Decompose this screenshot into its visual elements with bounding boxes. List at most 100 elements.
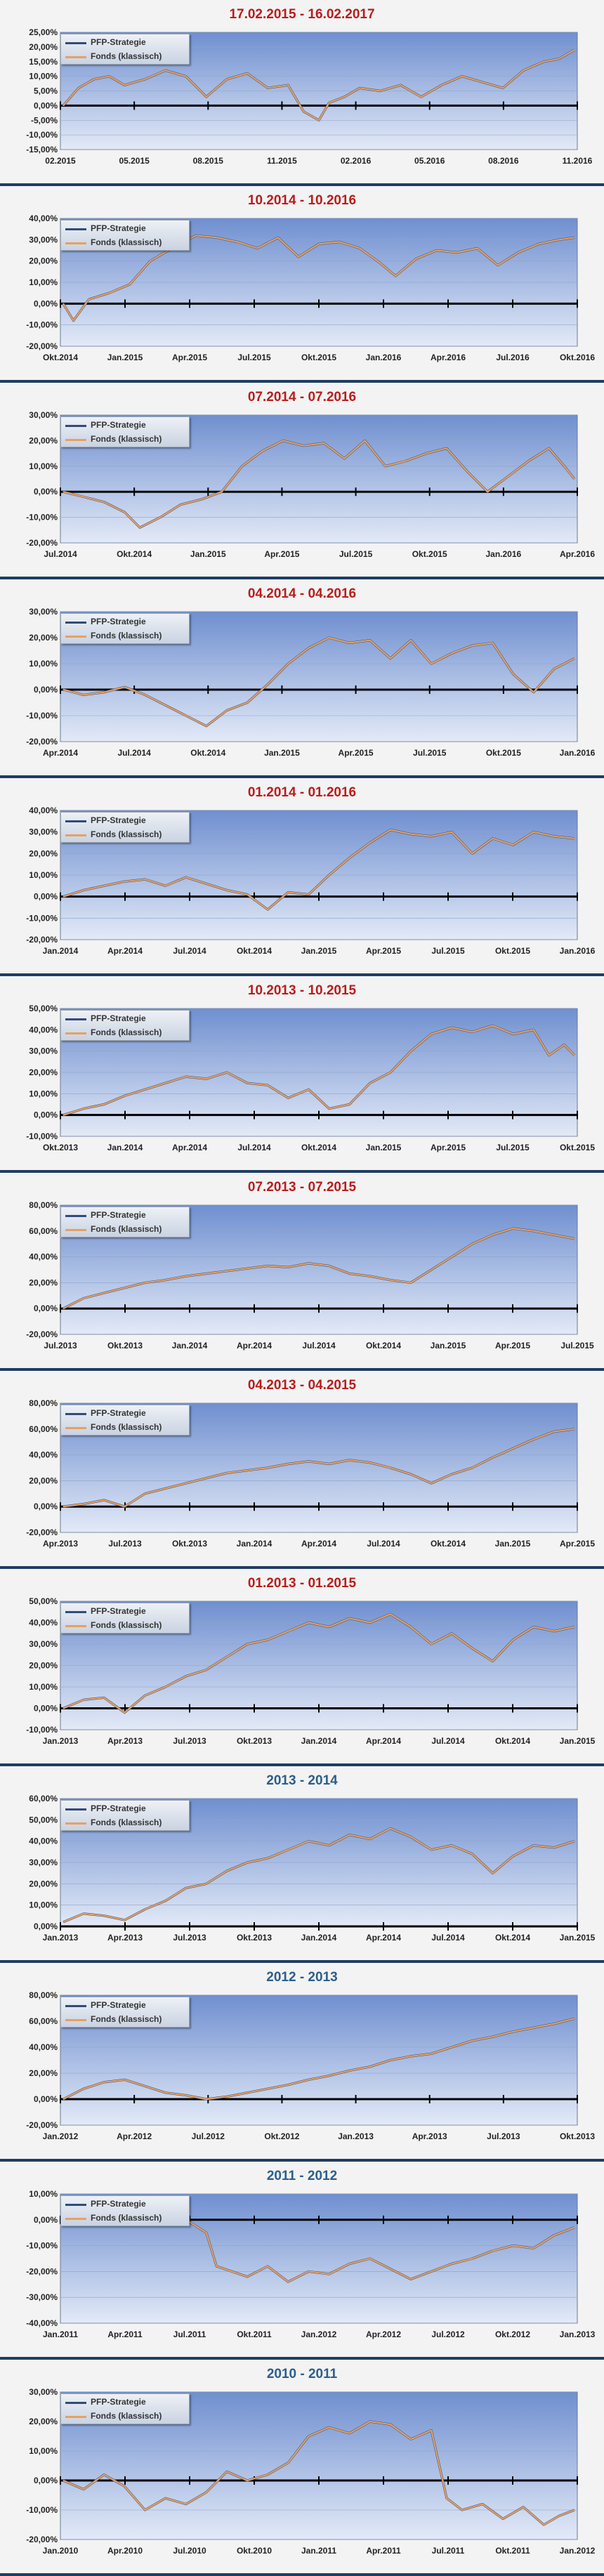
series-line-2 [63, 1428, 575, 1508]
x-tick-label: Okt.2010 [237, 2546, 272, 2556]
data-point [533, 1845, 534, 1846]
data-point [563, 1044, 565, 1046]
data-point [471, 1853, 473, 1855]
y-tick-label: 40,00% [29, 1618, 58, 1628]
y-tick-label: -20,00% [26, 1527, 58, 1537]
data-point [308, 1089, 310, 1090]
x-tick-label: 08.2015 [193, 156, 224, 166]
y-tick-label: 60,00% [29, 2016, 58, 2026]
x-tick-label: Apr.2011 [366, 2546, 401, 2556]
x-tick-label: Apr.2015 [339, 748, 374, 758]
series-line-2 [63, 1227, 575, 1310]
x-tick-label: Jan.2010 [43, 2546, 79, 2556]
data-point [410, 1282, 412, 1283]
x-tick-label: Jul.2013 [487, 2131, 520, 2141]
x-tick-label: Okt.2015 [301, 353, 336, 362]
y-tick-label: -10,00% [26, 320, 58, 330]
data-point [558, 239, 560, 240]
legend-label: Fonds (klassisch) [91, 434, 162, 444]
data-point [124, 2079, 125, 2080]
y-tick-label: 30,00% [29, 1858, 58, 1867]
data-point [124, 1919, 125, 1921]
x-tick-label: Apr.2013 [107, 1933, 143, 1943]
data-point [431, 2271, 432, 2272]
legend-label: PFP-Strategie [91, 1013, 146, 1023]
x-tick-label: Jul.2015 [413, 748, 447, 758]
x-tick-label: Okt.2014 [431, 1539, 466, 1549]
data-point [103, 2474, 105, 2476]
y-tick-label: 50,00% [29, 1596, 58, 1606]
data-point [308, 1622, 310, 1624]
y-tick-label: 0,00% [34, 2476, 58, 2485]
legend: PFP-Strategie Fonds (klassisch) [60, 220, 190, 251]
data-point [308, 894, 310, 895]
data-point [533, 1230, 534, 1232]
x-tick-label: Jan.2011 [301, 2546, 336, 2556]
y-tick-label: 0,00% [34, 1110, 58, 1120]
x-tick-label: Jul.2011 [173, 2329, 206, 2339]
legend-item: PFP-Strategie [61, 814, 189, 827]
legend-swatch [65, 1032, 86, 1034]
legend-swatch [65, 834, 86, 836]
x-tick-label: Jan.2014 [43, 946, 79, 956]
legend-item: PFP-Strategie [61, 2197, 189, 2210]
data-point [574, 838, 575, 839]
series-line-2 [63, 636, 575, 727]
legend-item: PFP-Strategie [61, 222, 189, 235]
chart-panel: 10.2013 - 10.2015 50,00% 40,00% 30,00% 20,00… [0, 976, 604, 1173]
y-tick-label: 10,00% [29, 659, 58, 669]
y-tick-label: 30,00% [29, 410, 58, 420]
x-tick-label: Okt.2011 [495, 2546, 530, 2556]
x-tick-label: Okt.2015 [486, 748, 521, 758]
data-point [369, 2066, 371, 2068]
data-point [287, 891, 289, 893]
y-tick-label: 20,00% [29, 1661, 58, 1671]
data-point [226, 1870, 228, 1872]
x-tick-label: Okt.2011 [237, 2329, 272, 2339]
data-point [185, 76, 187, 77]
data-point [431, 663, 432, 664]
x-tick-label: 05.2016 [414, 156, 445, 166]
data-point [72, 320, 74, 322]
x-tick-label: Apr.2012 [366, 2329, 401, 2339]
x-tick-label: Okt.2015 [495, 946, 530, 956]
x-tick-label: Jan.2015 [107, 353, 143, 362]
chart-title: 04.2013 - 04.2015 [247, 1378, 357, 1393]
data-point [226, 889, 228, 891]
chart-panel: 07.2013 - 07.2015 80,00% 60,00% 40,00% 20,00… [0, 1173, 604, 1371]
x-tick-label: Jul.2010 [173, 2546, 206, 2556]
data-point [165, 1900, 166, 1902]
y-tick-label: 20,00% [29, 633, 58, 643]
legend-item: PFP-Strategie [61, 1012, 189, 1025]
data-point [410, 2278, 412, 2280]
data-point [369, 1275, 371, 1277]
x-tick-label: 05.2015 [119, 156, 150, 166]
x-tick-label: Okt.2015 [560, 1143, 595, 1152]
legend-swatch [65, 1427, 86, 1429]
legend-item: PFP-Strategie [61, 1407, 189, 1419]
y-tick-label: -10,00% [26, 913, 58, 923]
y-tick-label: 80,00% [29, 1398, 58, 1408]
x-tick-label: Apr.2015 [172, 353, 207, 362]
x-tick-label: Okt.2014 [495, 1933, 530, 1943]
legend-swatch [65, 1808, 86, 1811]
x-tick-label: 11.2015 [267, 156, 297, 166]
x-tick-label: Apr.2014 [172, 1143, 207, 1152]
y-tick-label: 0,00% [34, 1921, 58, 1931]
x-tick-label: 11.2016 [563, 156, 593, 166]
data-point [446, 2497, 447, 2499]
data-point [471, 1648, 473, 1649]
chart-title: 04.2014 - 04.2016 [247, 586, 357, 601]
data-point [103, 1103, 105, 1105]
x-tick-label: Jan.2013 [43, 1933, 79, 1943]
y-tick-label: 60,00% [29, 1226, 58, 1236]
data-point [492, 1025, 494, 1026]
legend-item: Fonds (klassisch) [61, 2013, 189, 2025]
y-tick-label: 60,00% [29, 1424, 58, 1434]
x-tick-label: Okt.2014 [43, 353, 78, 362]
legend-label: PFP-Strategie [91, 1408, 146, 1418]
legend-label: Fonds (klassisch) [91, 2014, 162, 2024]
x-tick-label: Apr.2016 [431, 353, 466, 362]
x-tick-label: Okt.2013 [237, 1933, 272, 1943]
legend: PFP-Strategie Fonds (klassisch) [60, 2393, 190, 2424]
